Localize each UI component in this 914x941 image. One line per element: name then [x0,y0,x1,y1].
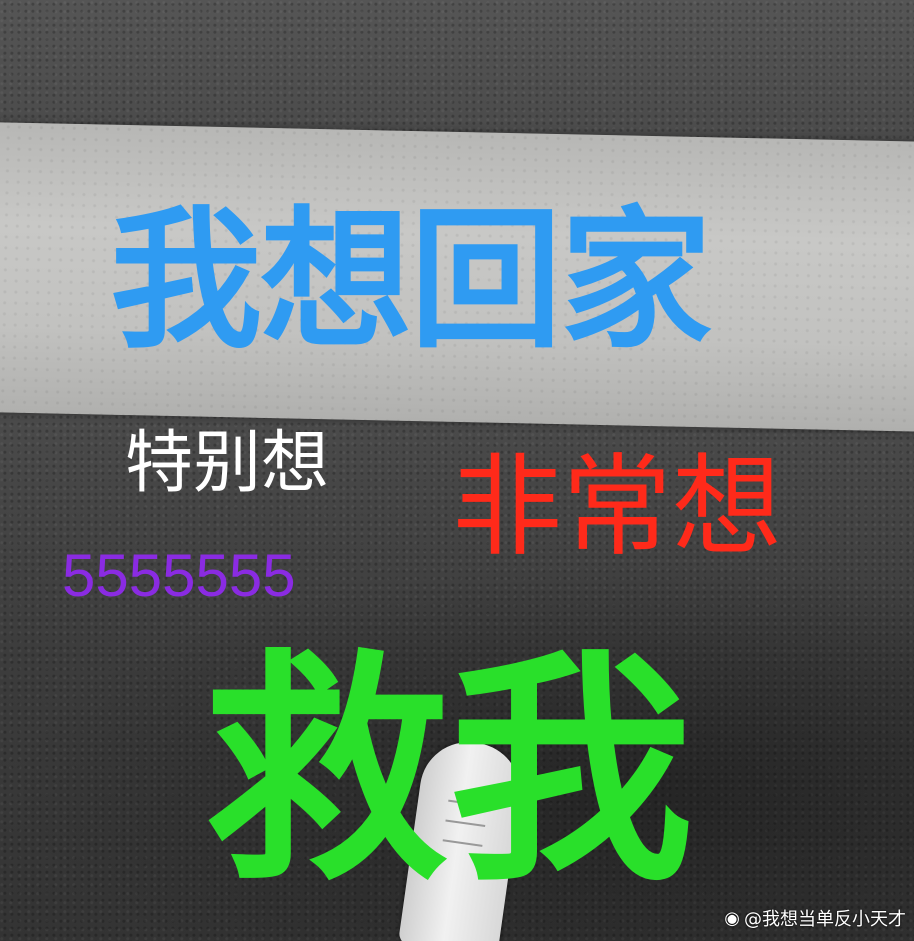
caption-very-much-want: 非常想 [452,443,782,571]
caption-i-want-to-go-home: 我想回家 [110,192,712,369]
weibo-icon: ◉ [724,907,740,929]
caption-crying-numbers: 5555555 [62,542,296,609]
caption-especially-want: 特别想 [125,424,330,503]
watermark-handle: @我想当单反小天才 [744,909,906,930]
caption-save-me: 救我 [205,630,693,914]
weibo-watermark: ◉ @我想当单反小天才 [724,905,906,931]
